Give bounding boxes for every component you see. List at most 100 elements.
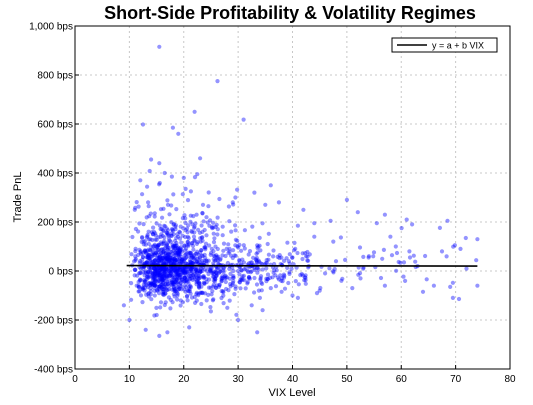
scatter-point	[178, 298, 183, 303]
scatter-point	[213, 224, 218, 229]
scatter-point	[174, 207, 179, 212]
scatter-point	[152, 266, 157, 271]
scatter-point	[148, 274, 153, 279]
scatter-point	[207, 223, 212, 228]
scatter-point	[167, 273, 172, 278]
scatter-point	[257, 295, 262, 300]
scatter-point	[161, 292, 166, 298]
scatter-point	[183, 270, 188, 275]
scatter-point	[207, 269, 213, 274]
scatter-point	[145, 254, 151, 259]
scatter-points	[121, 44, 480, 338]
scatter-point	[173, 288, 178, 294]
scatter-point	[215, 258, 220, 263]
scatter-point	[211, 220, 216, 225]
scatter-point	[165, 287, 170, 292]
scatter-point	[190, 255, 195, 260]
scatter-point	[185, 270, 191, 275]
scatter-point	[172, 256, 177, 261]
scatter-point	[175, 257, 180, 262]
scatter-point	[167, 238, 172, 243]
scatter-point	[194, 273, 199, 278]
scatter-point	[236, 245, 241, 250]
scatter-point	[178, 303, 183, 308]
scatter-point	[167, 257, 172, 262]
scatter-point	[277, 253, 282, 258]
scatter-point	[252, 267, 257, 272]
scatter-point	[192, 238, 197, 243]
scatter-point	[157, 284, 162, 289]
scatter-point	[437, 225, 442, 230]
scatter-point	[153, 283, 158, 288]
scatter-point	[161, 247, 166, 252]
scatter-point	[198, 275, 203, 280]
scatter-point	[146, 229, 151, 234]
scatter-point	[231, 275, 236, 280]
scatter-point	[191, 247, 196, 252]
scatter-point	[145, 285, 150, 290]
scatter-point	[132, 259, 137, 264]
scatter-point	[208, 266, 213, 271]
scatter-point	[167, 274, 172, 279]
scatter-point	[155, 270, 161, 275]
scatter-point	[146, 253, 151, 258]
scatter-point	[165, 255, 170, 261]
scatter-point	[439, 249, 445, 254]
scatter-point	[178, 230, 183, 235]
scatter-point	[357, 245, 363, 250]
scatter-point	[149, 230, 154, 235]
scatter-point	[275, 275, 280, 280]
scatter-point	[281, 272, 286, 277]
scatter-point	[172, 288, 177, 293]
scatter-point	[221, 241, 227, 246]
scatter-point	[396, 259, 401, 265]
scatter-point	[184, 226, 190, 231]
scatter-point	[169, 231, 174, 236]
scatter-point	[175, 276, 180, 281]
scatter-point	[280, 279, 285, 284]
scatter-point	[198, 250, 203, 255]
scatter-point	[165, 202, 171, 207]
scatter-point	[129, 297, 134, 302]
scatter-point	[258, 276, 263, 281]
scatter-point	[137, 247, 142, 252]
scatter-point	[165, 198, 170, 203]
scatter-point	[143, 269, 148, 274]
scatter-point	[182, 271, 187, 276]
scatter-point	[226, 204, 231, 209]
scatter-point	[159, 285, 164, 290]
scatter-point	[180, 300, 185, 305]
scatter-point	[215, 232, 220, 237]
scatter-point	[150, 271, 156, 276]
scatter-point	[229, 229, 234, 234]
scatter-point	[137, 289, 142, 294]
scatter-point	[188, 250, 193, 255]
scatter-point	[167, 287, 172, 292]
scatter-point	[161, 268, 166, 273]
scatter-point	[200, 229, 205, 234]
scatter-point	[170, 251, 175, 256]
scatter-point	[197, 284, 202, 289]
scatter-point	[162, 271, 167, 276]
scatter-point	[145, 254, 150, 260]
scatter-point	[185, 234, 190, 239]
scatter-point	[248, 260, 253, 265]
scatter-point	[137, 278, 142, 283]
scatter-point	[198, 269, 203, 274]
scatter-point	[141, 239, 146, 244]
scatter-point	[177, 273, 182, 278]
scatter-point	[258, 261, 263, 266]
scatter-point	[140, 261, 145, 266]
scatter-point	[189, 276, 194, 281]
scatter-point	[162, 302, 167, 308]
scatter-point	[211, 253, 216, 258]
scatter-point	[157, 44, 162, 49]
scatter-point	[146, 291, 152, 296]
scatter-point	[241, 243, 246, 248]
scatter-point	[168, 233, 174, 238]
scatter-point	[203, 245, 208, 250]
scatter-point	[145, 261, 150, 266]
scatter-point	[192, 294, 197, 300]
scatter-point	[150, 254, 155, 259]
scatter-point	[278, 273, 283, 278]
